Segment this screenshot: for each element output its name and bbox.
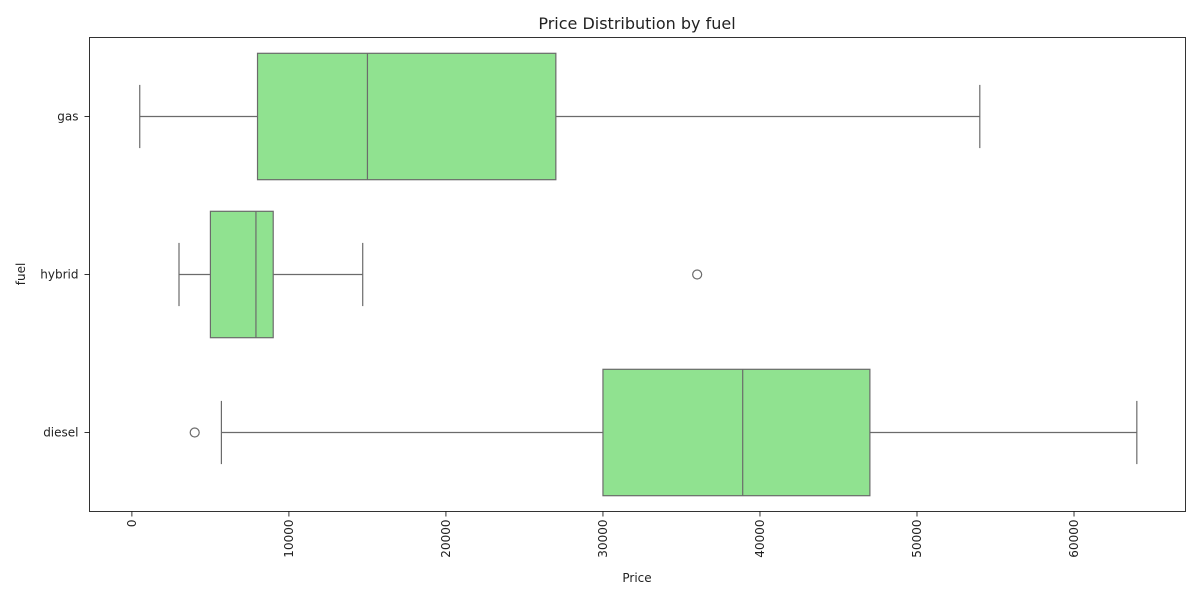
boxes-layer <box>139 52 1138 497</box>
x-tick-label-5: 50000 <box>910 520 924 558</box>
x-axis-label: Price <box>622 571 651 585</box>
chart-title: Price Distribution by fuel <box>538 14 735 33</box>
x-tick-label-1: 10000 <box>282 520 296 558</box>
x-tick-label-3: 30000 <box>596 520 610 558</box>
y-tick-label-hybrid: hybrid <box>40 268 78 282</box>
outlier-diesel-0 <box>189 427 200 438</box>
box-group-diesel <box>189 368 1138 497</box>
x-tick-label-6: 60000 <box>1067 520 1081 558</box>
box-gas <box>256 52 557 181</box>
y-tick-label-gas: gas <box>57 110 78 124</box>
box-diesel <box>602 368 871 497</box>
y-axis: gas hybrid diesel <box>40 110 90 440</box>
x-tick-label-0: 0 <box>125 520 139 528</box>
x-axis: 0 10000 20000 30000 40000 50000 60000 <box>125 511 1081 558</box>
y-tick-label-diesel: diesel <box>43 426 78 440</box>
box-group-hybrid <box>178 210 703 339</box>
x-tick-label-4: 40000 <box>753 520 767 558</box>
y-axis-label: fuel <box>14 263 28 286</box>
box-hybrid <box>209 210 274 339</box>
x-tick-label-2: 20000 <box>439 520 453 558</box>
box-group-gas <box>139 52 981 181</box>
outlier-hybrid-0 <box>692 269 703 280</box>
